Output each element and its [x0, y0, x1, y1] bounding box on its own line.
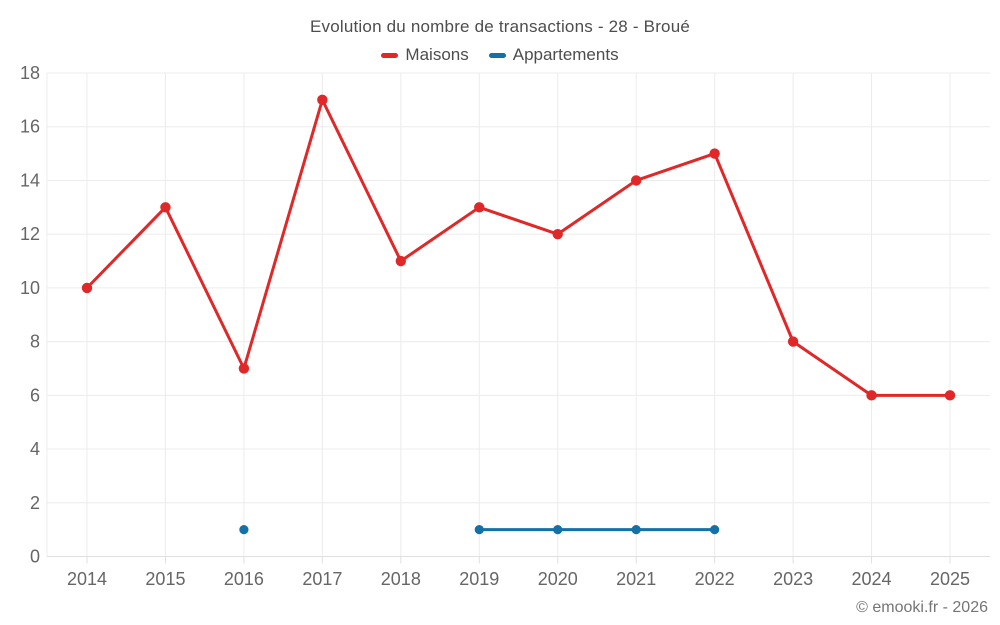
- svg-text:2020: 2020: [538, 569, 578, 589]
- legend-item-appartements[interactable]: Appartements: [488, 45, 619, 65]
- svg-text:0: 0: [30, 547, 40, 567]
- svg-text:2021: 2021: [616, 569, 656, 589]
- legend: Maisons Appartements: [0, 45, 1000, 65]
- svg-text:2: 2: [30, 493, 40, 513]
- svg-text:2018: 2018: [381, 569, 421, 589]
- maisons-color-swatch: [381, 52, 399, 58]
- svg-text:2025: 2025: [930, 569, 970, 589]
- svg-text:2014: 2014: [67, 569, 107, 589]
- svg-text:14: 14: [20, 170, 40, 190]
- svg-text:10: 10: [20, 278, 40, 298]
- svg-text:8: 8: [30, 332, 40, 352]
- svg-text:2016: 2016: [224, 569, 264, 589]
- svg-text:6: 6: [30, 385, 40, 405]
- svg-text:2015: 2015: [145, 569, 185, 589]
- legend-label-appartements: Appartements: [512, 45, 619, 64]
- svg-text:2024: 2024: [852, 569, 892, 589]
- legend-label-maisons: Maisons: [405, 45, 469, 64]
- appartements-color-swatch: [488, 52, 506, 58]
- copyright-text: © emooki.fr - 2026: [856, 599, 988, 616]
- svg-text:18: 18: [20, 63, 40, 83]
- svg-text:2019: 2019: [459, 569, 499, 589]
- svg-text:12: 12: [20, 224, 40, 244]
- svg-text:2022: 2022: [695, 569, 735, 589]
- svg-text:2017: 2017: [302, 569, 342, 589]
- svg-text:2023: 2023: [773, 569, 813, 589]
- chart-title: Evolution du nombre de transactions - 28…: [309, 17, 691, 36]
- svg-text:4: 4: [30, 439, 40, 459]
- legend-item-maisons[interactable]: Maisons: [381, 45, 469, 65]
- svg-text:16: 16: [20, 117, 40, 137]
